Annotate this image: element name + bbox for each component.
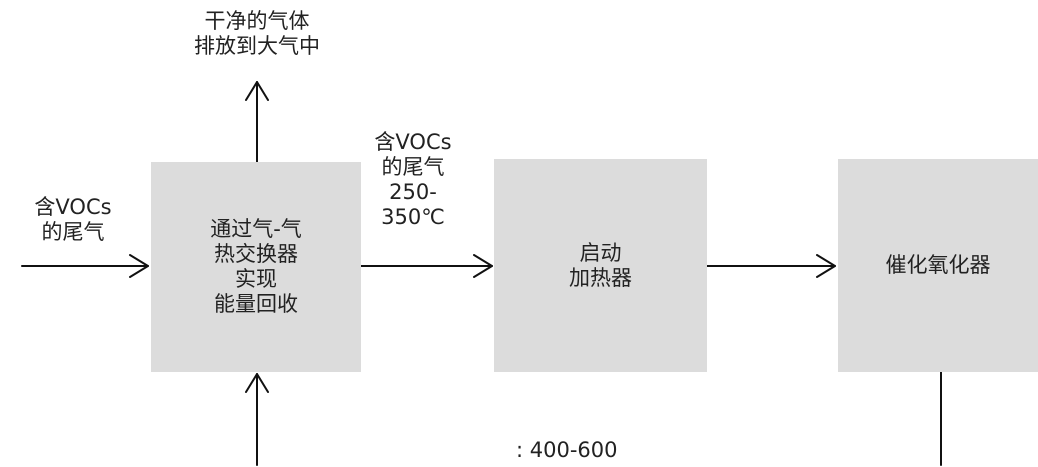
startup-heater-line-1: 启动 (579, 240, 622, 265)
heat-exchanger-line-3: 实现 (235, 267, 277, 291)
startup-heater-line-2: 加热器 (569, 265, 632, 290)
catalytic-oxidizer-line-1: 催化氧化器 (885, 253, 991, 277)
heat-exchanger-line-1: 通过气-气 (210, 217, 302, 241)
heat-exchanger-line-4: 能量回收 (214, 292, 298, 316)
clean-gas-output-label: 干净的气体 排放到大气中 (157, 9, 357, 59)
preheated-voc-label: 含VOCs 的尾气 250- 350℃ (358, 130, 468, 230)
heat-exchanger-line-2: 热交换器 (214, 242, 298, 266)
preheated-voc-line-3: 250- (389, 180, 437, 204)
startup-heater-box: 启动 加热器 (494, 159, 707, 372)
return-up-arrow (245, 373, 269, 466)
clean-gas-line-1: 干净的气体 (204, 9, 310, 33)
preheated-voc-line-4: 350℃ (381, 205, 445, 229)
voc-input-line-2: 的尾气 (41, 220, 105, 244)
heater-to-oxidizer-arrow (706, 254, 836, 278)
exhaust-up-arrow (245, 81, 269, 163)
heat-exchanger-to-heater-arrow (360, 254, 493, 278)
voc-input-line-1: 含VOCs (34, 195, 112, 219)
catalytic-oxidizer-box: 催化氧化器 (838, 159, 1038, 372)
voc-input-label: 含VOCs 的尾气 (18, 195, 128, 245)
preheated-voc-line-2: 的尾气 (381, 155, 445, 179)
clean-gas-line-2: 排放到大气中 (194, 34, 320, 58)
heat-exchanger-box: 通过气-气 热交换器 实现 能量回收 (151, 162, 361, 372)
preheated-voc-line-1: 含VOCs (374, 130, 452, 154)
temperature-range-label: : 400-600 (516, 438, 618, 462)
input-arrow (21, 254, 149, 278)
